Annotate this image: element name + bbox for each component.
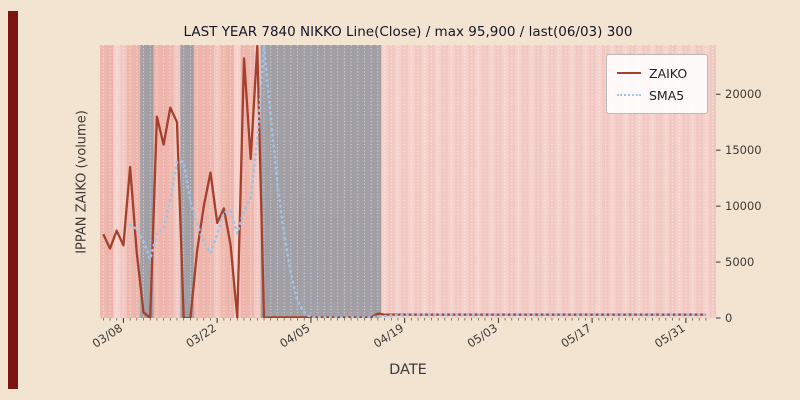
zaiko-line-sample-icon [617,72,641,74]
salmon-band [100,45,114,318]
legend-item-zaiko: ZAIKO [617,62,697,84]
left-accent-bar [8,11,18,389]
sma5-line-sample-icon [617,94,641,96]
sma5-line [128,45,708,318]
legend-label-sma5: SMA5 [649,87,685,103]
day-stripe [213,45,221,318]
day-stripe [173,45,181,318]
day-stripe [655,45,663,318]
legend-label-zaiko: ZAIKO [649,65,688,81]
day-stripe [481,45,489,318]
day-stripe [602,45,609,318]
day-stripe [414,45,422,318]
day-stripe [535,45,542,318]
y-tick-label: 20000 [725,87,762,101]
day-stripe [548,45,556,318]
day-stripe [508,45,516,318]
x-axis-label: DATE [389,362,427,378]
day-stripe [401,45,408,318]
day-stripe [120,45,127,318]
day-stripe [709,45,716,318]
day-stripe [428,45,435,318]
chart-title: LAST YEAR 7840 NIKKO Line(Close) / max 9… [183,24,633,40]
day-stripe [387,45,395,318]
y-tick-label: 5000 [725,255,754,269]
day-stripe [562,45,569,318]
x-tick-label: 03/22 [183,321,218,351]
day-stripe [575,45,583,318]
y-tick-label: 15000 [725,143,762,157]
salmon-band [153,45,174,318]
day-stripe [521,45,529,318]
day-stripe [669,45,676,318]
salmon-band [220,45,234,318]
y-tick-label: 10000 [725,199,762,213]
x-tick-label: 03/08 [90,321,125,351]
day-stripe [628,45,636,318]
x-tick-label: 05/03 [465,321,500,351]
y-tick-label: 0 [725,311,732,325]
day-stripe [468,45,475,318]
day-stripe [441,45,449,318]
day-stripe [642,45,650,318]
day-stripe [588,45,596,318]
day-stripe [615,45,623,318]
x-tick-label: 04/19 [371,321,406,351]
day-stripe [454,45,462,318]
day-stripe [495,45,502,318]
gray-band [260,45,382,318]
legend: ZAIKO SMA5 [606,54,708,114]
x-tick-label: 05/31 [652,321,687,351]
x-tick-label: 05/17 [558,321,593,351]
day-stripe [254,45,261,318]
day-stripe [682,45,690,318]
legend-item-sma5: SMA5 [617,84,697,106]
day-stripe [695,45,703,318]
x-tick-label: 04/05 [277,321,312,351]
